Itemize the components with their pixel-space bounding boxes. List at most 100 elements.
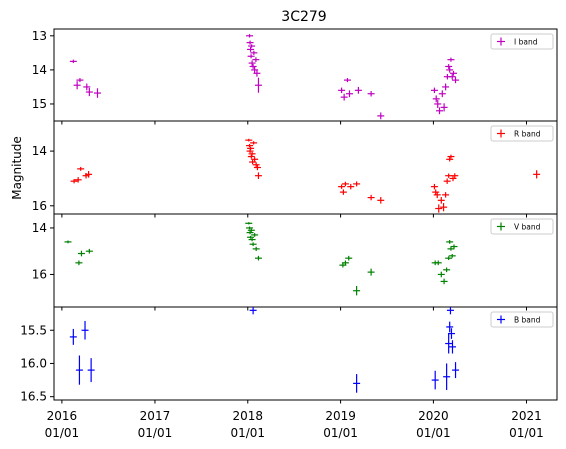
data-point <box>447 247 455 251</box>
x-tick-label: 2019 <box>325 409 356 423</box>
data-point <box>246 226 254 230</box>
data-point <box>252 57 260 63</box>
legend-b-band: B band <box>490 311 554 328</box>
data-point <box>253 69 261 77</box>
legend-label: V band <box>514 223 541 232</box>
data-point <box>437 197 445 204</box>
panel-frame <box>53 213 558 308</box>
x-tick-label: 01/01 <box>230 426 265 440</box>
legend-v-band: V band <box>490 218 554 235</box>
x-axis: 2016 01/01 2017 01/01 2018 01/01 2019 01/01 2020… <box>45 409 544 440</box>
data-point <box>85 248 93 254</box>
data-point <box>353 286 361 296</box>
data-point <box>533 170 541 179</box>
data-point <box>430 183 438 190</box>
data-point <box>246 34 254 38</box>
data-point <box>448 73 456 80</box>
data-point <box>246 40 254 45</box>
panel-b-band: 15.5 16.0 16.5 B band <box>20 306 558 404</box>
data-point <box>85 171 93 178</box>
x-tick-label: 01/01 <box>323 426 358 440</box>
data-point <box>442 83 450 91</box>
data-point <box>377 197 385 204</box>
y-tick-label: 16.5 <box>20 390 47 404</box>
data-point <box>83 83 91 91</box>
y-tick-label: 14 <box>32 63 47 77</box>
legend-box <box>490 311 554 328</box>
data-point <box>445 333 453 354</box>
data-point <box>445 256 453 261</box>
data-point <box>353 181 361 187</box>
data-point <box>251 233 259 237</box>
legend-box <box>490 125 554 142</box>
data-point <box>367 91 375 97</box>
y-tick-label: 15 <box>32 97 47 111</box>
data-point <box>74 177 82 183</box>
data-point <box>446 240 454 244</box>
y-tick-label: 16.0 <box>20 356 47 370</box>
data-point <box>445 64 453 69</box>
data-point <box>75 355 83 385</box>
data-point <box>447 154 455 159</box>
data-point <box>446 321 454 333</box>
panel-frame <box>53 28 558 122</box>
x-tick-label: 01/01 <box>509 426 544 440</box>
y-tick-label: 16 <box>32 199 47 213</box>
data-point <box>250 50 258 55</box>
data-markers-i-band <box>69 34 460 120</box>
data-point <box>69 59 77 64</box>
data-point <box>247 54 255 59</box>
data-point <box>247 47 255 52</box>
x-tick-label: 2018 <box>233 409 264 423</box>
data-point <box>76 78 84 83</box>
data-point <box>430 87 438 94</box>
data-point <box>64 240 72 244</box>
legend-box <box>490 218 554 235</box>
data-point <box>438 90 446 98</box>
y-axis-label: Magnitude <box>10 136 24 200</box>
data-point <box>249 159 257 165</box>
data-point <box>249 307 257 315</box>
panel-v-band: 14 16 V band <box>32 213 558 311</box>
data-point <box>253 164 261 171</box>
data-point <box>347 183 355 190</box>
data-point <box>87 358 95 383</box>
x-tick-label: 2017 <box>140 409 171 423</box>
data-point <box>440 278 448 285</box>
data-point <box>248 60 256 66</box>
data-point <box>252 162 260 168</box>
data-point <box>446 157 454 162</box>
data-point <box>367 194 375 201</box>
panel-r-band: 14 16 R band <box>32 120 558 218</box>
data-point <box>367 268 375 276</box>
data-point <box>443 178 451 184</box>
data-point <box>338 87 346 94</box>
data-point <box>452 77 460 84</box>
data-markers-v-band <box>64 222 458 296</box>
data-markers-r-band <box>70 138 541 213</box>
data-point <box>451 173 459 179</box>
legend-label: R band <box>514 130 541 139</box>
data-point <box>449 175 457 182</box>
data-point <box>437 271 445 278</box>
data-point <box>254 255 262 261</box>
data-point <box>338 184 346 189</box>
data-point <box>434 99 442 109</box>
data-point <box>69 328 77 345</box>
data-point <box>248 237 256 242</box>
data-point <box>432 95 440 103</box>
data-point <box>249 242 257 247</box>
data-point <box>447 57 455 62</box>
data-point <box>353 374 361 393</box>
data-point <box>254 172 262 179</box>
y-tick-label: 13 <box>32 29 47 43</box>
data-point <box>247 146 255 150</box>
data-point <box>448 253 456 258</box>
x-tick-label: 01/01 <box>138 426 173 440</box>
y-tick-label: 16 <box>32 267 47 281</box>
data-point <box>85 87 93 97</box>
data-point <box>445 173 453 178</box>
legend-label: I band <box>514 38 538 47</box>
data-point <box>248 151 256 156</box>
